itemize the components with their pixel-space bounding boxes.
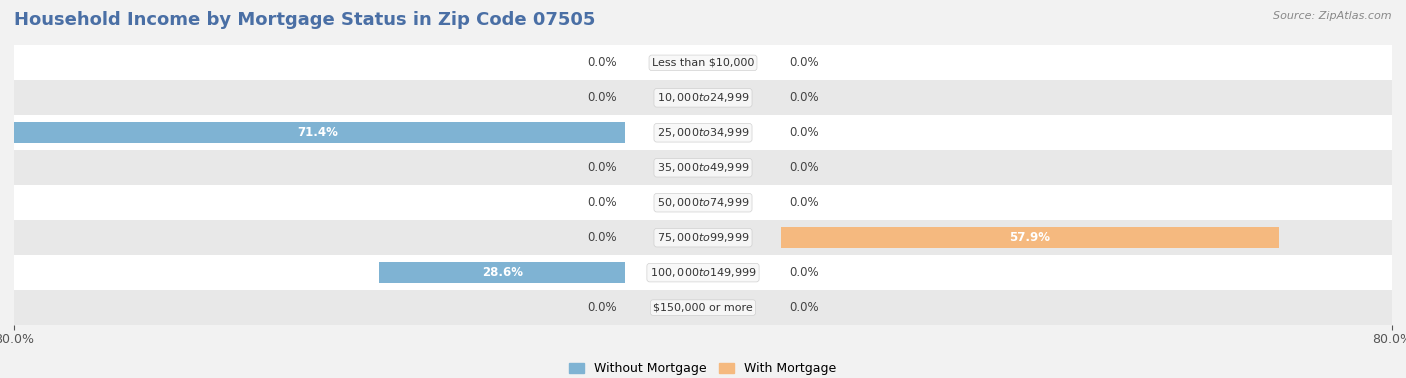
Text: Household Income by Mortgage Status in Zip Code 07505: Household Income by Mortgage Status in Z… bbox=[14, 11, 595, 29]
Text: $35,000 to $49,999: $35,000 to $49,999 bbox=[657, 161, 749, 174]
Legend: Without Mortgage, With Mortgage: Without Mortgage, With Mortgage bbox=[564, 357, 842, 378]
Text: $10,000 to $24,999: $10,000 to $24,999 bbox=[657, 91, 749, 104]
Bar bbox=[14, 150, 1392, 185]
Text: Less than $10,000: Less than $10,000 bbox=[652, 58, 754, 68]
Text: 71.4%: 71.4% bbox=[298, 126, 339, 139]
Text: $50,000 to $74,999: $50,000 to $74,999 bbox=[657, 196, 749, 209]
Text: 28.6%: 28.6% bbox=[482, 266, 523, 279]
Text: 0.0%: 0.0% bbox=[588, 301, 617, 314]
Bar bbox=[14, 220, 1392, 255]
Text: 0.0%: 0.0% bbox=[588, 196, 617, 209]
Text: $75,000 to $99,999: $75,000 to $99,999 bbox=[657, 231, 749, 244]
Bar bbox=[14, 115, 1392, 150]
Text: 0.0%: 0.0% bbox=[789, 266, 818, 279]
Text: 0.0%: 0.0% bbox=[789, 161, 818, 174]
Bar bbox=[380, 262, 626, 283]
Text: $25,000 to $34,999: $25,000 to $34,999 bbox=[657, 126, 749, 139]
Text: 0.0%: 0.0% bbox=[588, 91, 617, 104]
Bar bbox=[11, 122, 626, 143]
Bar bbox=[780, 227, 1279, 248]
Bar bbox=[14, 255, 1392, 290]
Text: 0.0%: 0.0% bbox=[588, 231, 617, 244]
Text: $150,000 or more: $150,000 or more bbox=[654, 303, 752, 313]
Bar bbox=[14, 290, 1392, 325]
Text: $100,000 to $149,999: $100,000 to $149,999 bbox=[650, 266, 756, 279]
Bar bbox=[14, 45, 1392, 81]
Text: 0.0%: 0.0% bbox=[588, 161, 617, 174]
Bar bbox=[14, 185, 1392, 220]
Text: 0.0%: 0.0% bbox=[789, 301, 818, 314]
Text: 0.0%: 0.0% bbox=[789, 91, 818, 104]
Text: 57.9%: 57.9% bbox=[1010, 231, 1050, 244]
Text: Source: ZipAtlas.com: Source: ZipAtlas.com bbox=[1274, 11, 1392, 21]
Bar bbox=[14, 81, 1392, 115]
Text: 0.0%: 0.0% bbox=[588, 56, 617, 69]
Text: 0.0%: 0.0% bbox=[789, 126, 818, 139]
Text: 0.0%: 0.0% bbox=[789, 56, 818, 69]
Text: 0.0%: 0.0% bbox=[789, 196, 818, 209]
